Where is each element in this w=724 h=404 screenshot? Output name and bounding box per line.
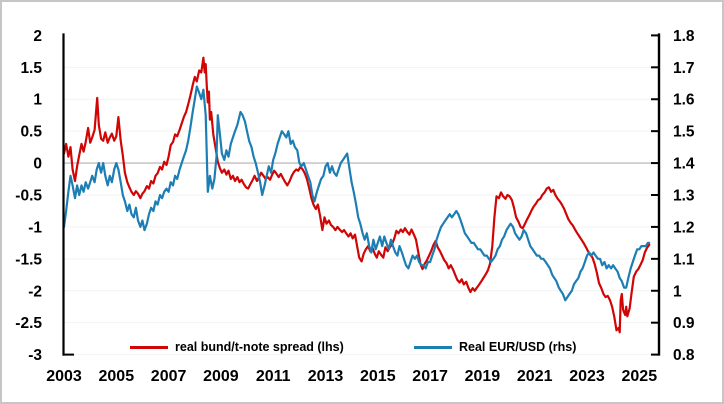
left-axis-label: -2.5 [15,315,42,332]
left-axis-label: -0.5 [15,188,42,205]
right-axis-label: 0.8 [673,347,695,364]
spread-series-line [62,56,651,334]
x-axis-label: 2025 [622,368,658,385]
right-axis-label: 1.2 [673,219,695,236]
x-axis-label: 2009 [203,368,239,385]
x-axis-label: 2017 [412,368,448,385]
right-axis-label: 1.5 [673,124,695,141]
x-axis-label: 2003 [46,368,82,385]
right-axis-label: 1 [673,283,682,300]
left-axis-label: -3 [28,347,42,364]
eurusd-series-line [62,85,651,302]
left-axis-label: 0 [33,156,42,173]
right-axis-label: 0.9 [673,315,695,332]
right-axis-label: 1.4 [673,156,695,173]
x-axis-label: 2015 [360,368,396,385]
right-axis-label: 1.3 [673,188,695,205]
left-axis-label: -1.5 [15,251,42,268]
x-axis-label: 2007 [151,368,187,385]
x-axis-label: 2005 [99,368,135,385]
right-axis-label: 1.7 [673,60,695,77]
x-axis-label: 2021 [517,368,553,385]
left-axis-label: 2 [33,28,42,45]
right-axis-label: 1.1 [673,251,695,268]
left-axis-label: 1.5 [20,60,42,77]
left-axis-label: 1 [33,92,42,109]
x-axis-label: 2023 [569,368,605,385]
left-axis-label: -2 [28,283,42,300]
left-axis-label: -1 [28,219,42,236]
left-axis-label: 0.5 [20,124,42,141]
x-axis-label: 2011 [256,368,291,385]
right-axis-label: 1.6 [673,92,695,109]
right-axis-label: 1.8 [673,28,695,45]
x-axis-label: 2013 [308,368,344,385]
x-axis-label: 2019 [465,368,501,385]
